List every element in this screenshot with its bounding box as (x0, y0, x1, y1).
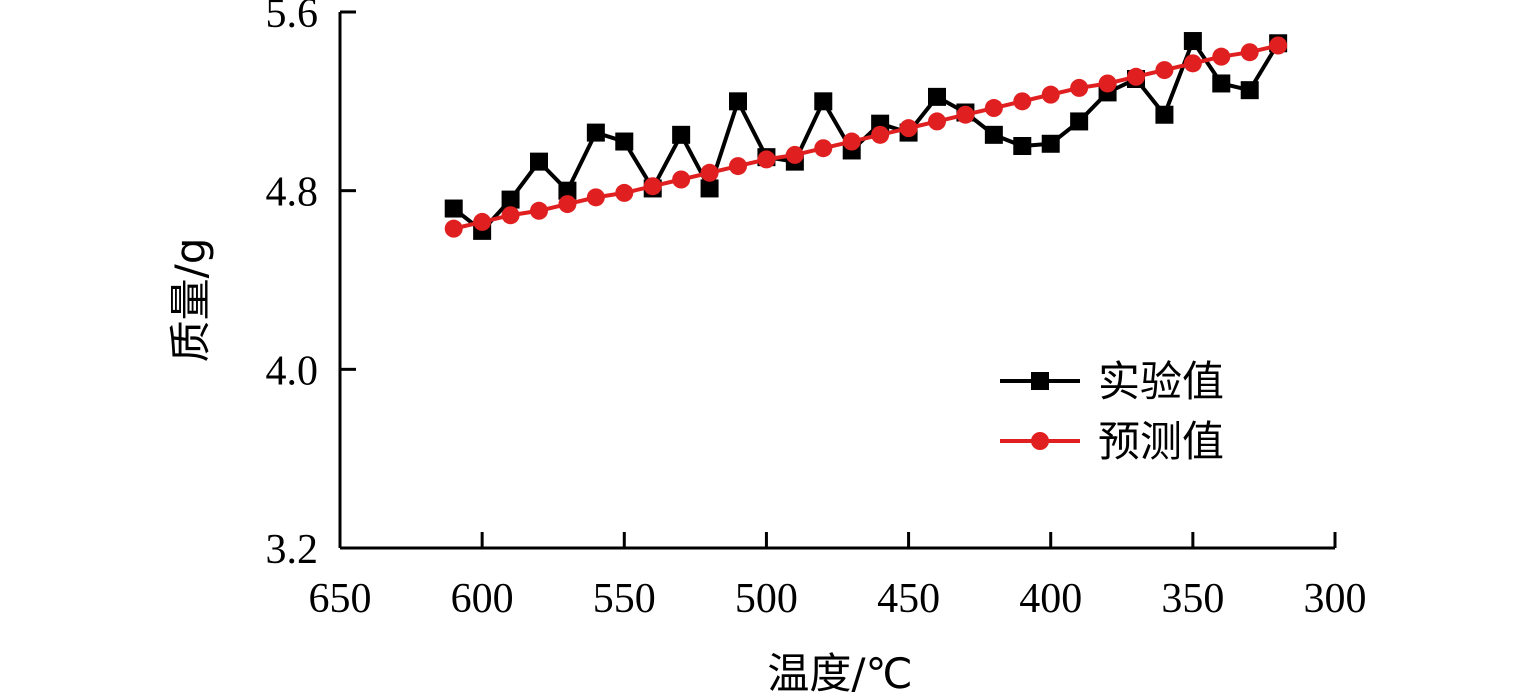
data-point-circle (700, 163, 719, 182)
y-tick-label: 5.6 (266, 0, 319, 37)
data-point-square (1212, 74, 1231, 93)
data-point-square (1183, 32, 1202, 51)
data-point-circle (1127, 67, 1145, 86)
data-point-circle (1041, 85, 1060, 104)
data-point-circle (615, 183, 634, 202)
data-point-square (586, 123, 605, 142)
y-axis-title: 质量/g (166, 238, 215, 363)
series-layer (444, 32, 1288, 240)
data-point-circle (814, 139, 833, 158)
legend-item: 实验值 (1000, 357, 1224, 406)
data-point-circle (473, 212, 492, 231)
data-point-square (1070, 112, 1089, 131)
data-point-circle (899, 119, 918, 138)
data-point-circle (785, 145, 804, 164)
series-line (453, 43, 1279, 231)
data-point-square (928, 87, 946, 106)
x-tick-label: 350 (1161, 576, 1224, 622)
data-point-circle (643, 177, 662, 196)
data-point-circle (842, 132, 861, 151)
data-point-square (984, 125, 1003, 144)
x-tick-label: 500 (735, 576, 798, 622)
data-point-circle (1155, 61, 1174, 80)
data-point-square (1013, 137, 1032, 155)
data-point-circle (586, 188, 605, 207)
legend-label: 预测值 (1098, 417, 1224, 466)
data-point-circle (1013, 92, 1032, 111)
data-point-circle (871, 125, 890, 144)
data-point-square (501, 190, 520, 209)
data-point-circle (558, 195, 577, 214)
data-point-circle (501, 206, 520, 225)
x-axis-title: 温度/℃ (767, 649, 912, 697)
data-point-square (1240, 81, 1259, 100)
data-point-square (672, 125, 691, 144)
data-point-square (444, 199, 463, 218)
data-point-square (1155, 105, 1174, 124)
data-point-circle (1269, 36, 1288, 55)
x-tick-label: 650 (309, 576, 372, 622)
legend-marker-square (1031, 372, 1049, 390)
data-point-square (814, 92, 833, 111)
data-point-square (1041, 134, 1060, 153)
data-point-circle (729, 157, 747, 176)
x-tick-label: 300 (1304, 576, 1367, 622)
data-point-circle (1070, 78, 1089, 97)
data-point-square (615, 132, 634, 151)
data-point-circle (956, 105, 975, 124)
data-point-square (558, 181, 577, 200)
data-point-circle (1240, 43, 1259, 62)
x-tick-label: 450 (877, 576, 940, 622)
legend-item: 预测值 (1000, 417, 1224, 466)
y-tick-label: 4.8 (266, 170, 319, 216)
x-tick-label: 550 (593, 576, 656, 622)
y-tick-label: 3.2 (266, 527, 319, 573)
data-point-square (700, 179, 719, 198)
x-tick-label: 400 (1019, 576, 1082, 622)
data-point-circle (1098, 74, 1117, 93)
data-point-circle (1183, 54, 1202, 73)
data-point-circle (757, 150, 776, 169)
legend-label: 实验值 (1098, 357, 1224, 406)
data-point-circle (1212, 47, 1231, 66)
data-point-circle (444, 219, 463, 238)
data-point-circle (928, 112, 946, 131)
data-point-circle (672, 170, 691, 189)
y-tick-label: 4.0 (266, 348, 319, 394)
axes: 3.2 4.0 4.8 5.6 650 600 550 500 450 400 350 300 (266, 0, 1367, 622)
data-point-circle (984, 99, 1003, 118)
legend-marker-circle (1031, 432, 1049, 450)
data-point-square (530, 152, 548, 171)
series-2 (444, 36, 1288, 238)
data-point-circle (530, 201, 548, 220)
x-tick-label: 600 (451, 576, 514, 622)
data-point-square (729, 92, 747, 111)
